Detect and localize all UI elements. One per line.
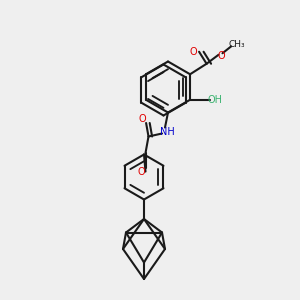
Text: O: O <box>137 167 145 177</box>
Text: O: O <box>217 51 225 61</box>
Text: OH: OH <box>208 95 223 105</box>
Text: CH₃: CH₃ <box>228 40 245 49</box>
Text: O: O <box>138 114 146 124</box>
Text: O: O <box>190 47 197 57</box>
Text: NH: NH <box>160 127 175 137</box>
